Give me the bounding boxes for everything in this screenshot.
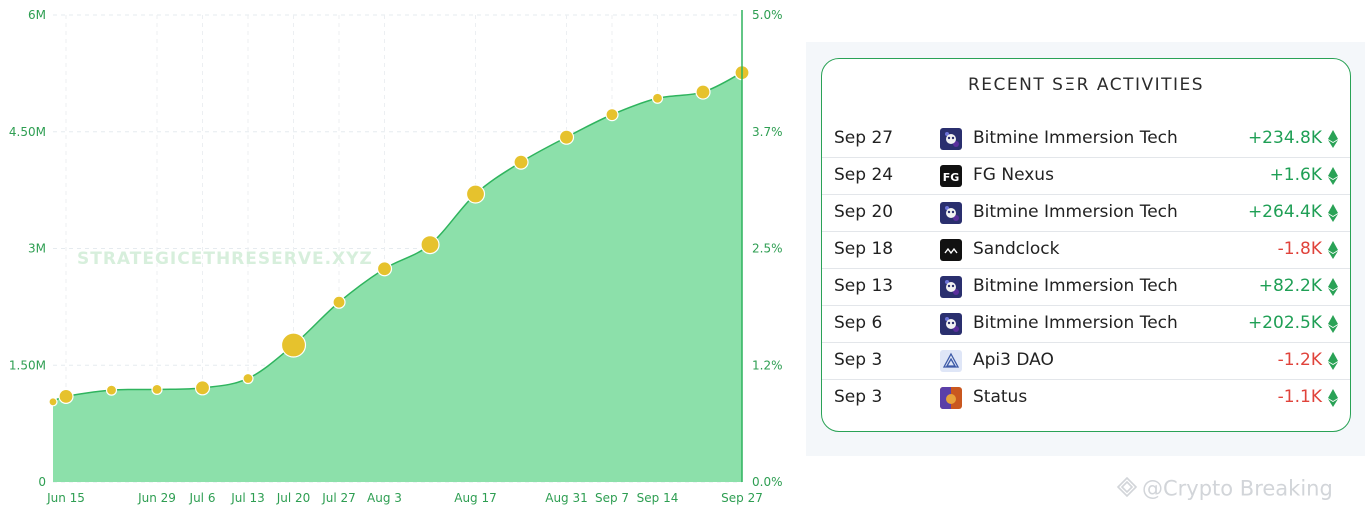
x-tick-label: Jun 15 (46, 491, 85, 505)
y-right-tick-label: 3.7% (752, 125, 783, 139)
status-icon (940, 387, 962, 409)
crypto-breaking-text: @Crypto Breaking (1142, 476, 1333, 501)
activity-date: Sep 6 (834, 313, 883, 333)
y-left-tick-label: 3M (28, 242, 46, 256)
data-point-bubble (151, 383, 163, 395)
crypto-breaking-logo-icon (1116, 476, 1138, 503)
bitmine-icon (940, 276, 962, 298)
ethereum-icon (1328, 167, 1338, 185)
x-tick-label: Sep 27 (721, 491, 763, 505)
activity-entity-name: Bitmine Immersion Tech (973, 128, 1178, 148)
data-point-bubble (48, 397, 58, 407)
activity-entity-name: Bitmine Immersion Tech (973, 313, 1178, 333)
data-point-bubble (280, 332, 307, 358)
chart-watermark: STRATEGICETHRESERVE.XYZ (77, 249, 373, 269)
activity-amount: +82.2K (1258, 276, 1322, 296)
data-point-bubble (513, 154, 529, 170)
activity-amount: +1.6K (1269, 165, 1322, 185)
data-point-bubble (58, 388, 74, 404)
x-tick-label: Aug 3 (367, 491, 402, 505)
bitmine-icon (940, 313, 962, 335)
ethereum-icon (1328, 352, 1338, 370)
activity-date: Sep 20 (834, 202, 894, 222)
ethereum-icon (1328, 241, 1338, 259)
y-right-tick-label: 0.0% (752, 475, 783, 489)
crypto-breaking-watermark: @Crypto Breaking (1116, 476, 1361, 502)
api3-icon (940, 350, 962, 372)
activity-row[interactable]: Sep 13 Bitmine Immersion Tech +82.2K (822, 269, 1350, 306)
y-left-tick-label: 6M (28, 8, 46, 22)
data-point-bubble (558, 129, 575, 145)
chart-axes: 0 0.0% 1.50M 1.2% 3M 2.5% 4.50M 3.7% 6M 5.0% Jun 1… (9, 8, 783, 505)
chart-area-series (52, 71, 743, 482)
x-tick-label: Jul 6 (189, 491, 216, 505)
activity-entity-name: FG Nexus (973, 165, 1054, 185)
y-right-tick-label: 1.2% (752, 358, 783, 372)
activity-date: Sep 24 (834, 165, 894, 185)
data-point-bubble (605, 108, 619, 122)
ethereum-icon (1328, 204, 1338, 222)
activity-row[interactable]: Sep 24 FG FG Nexus +1.6K (822, 158, 1350, 195)
activity-entity-name: Status (973, 387, 1028, 407)
activity-date: Sep 3 (834, 350, 883, 370)
data-point-bubble (242, 372, 254, 385)
x-tick-label: Aug 31 (545, 491, 588, 505)
y-left-tick-label: 4.50M (9, 125, 46, 139)
x-tick-label: Aug 17 (454, 491, 497, 505)
data-point-bubble (376, 261, 393, 277)
ethereum-icon (1328, 389, 1338, 407)
y-right-tick-label: 2.5% (752, 242, 783, 256)
activity-entity-name: Api3 DAO (973, 350, 1054, 370)
x-tick-label: Sep 7 (595, 491, 629, 505)
data-point-bubble (651, 92, 664, 104)
recent-activities-title: RECENT SΞR ACTIVITIES (967, 75, 1205, 95)
activity-row[interactable]: Sep 3 Status -1.1K (822, 380, 1350, 417)
activity-entity-name: Bitmine Immersion Tech (973, 202, 1178, 222)
activity-entity-name: Sandclock (973, 239, 1060, 259)
activity-amount: +264.4K (1247, 202, 1322, 222)
data-point-bubble (105, 384, 118, 396)
activity-amount: -1.1K (1277, 387, 1322, 407)
sandclock-icon (940, 239, 962, 261)
activity-amount: +202.5K (1247, 313, 1322, 333)
x-tick-label: Jul 20 (276, 491, 311, 505)
x-tick-label: Jun 29 (137, 491, 176, 505)
fg-nexus-icon: FG (940, 165, 962, 187)
activity-row[interactable]: Sep 27 Bitmine Immersion Tech +234.8K (822, 121, 1350, 158)
activity-date: Sep 27 (834, 128, 894, 148)
activity-date: Sep 18 (834, 239, 894, 259)
svg-text:FG: FG (943, 171, 960, 184)
holdings-area (53, 72, 742, 482)
activity-date: Sep 13 (834, 276, 894, 296)
ethereum-icon (1328, 278, 1338, 296)
activity-row[interactable]: Sep 18 Sandclock -1.8K (822, 232, 1350, 269)
recent-activities-card: RECENT SΞR ACTIVITIES Sep 27 Bitmine Imme… (821, 58, 1351, 432)
data-point-bubble (465, 184, 486, 204)
ethereum-icon (1328, 315, 1338, 333)
x-tick-label: Sep 14 (637, 491, 679, 505)
x-tick-label: Jul 13 (230, 491, 265, 505)
y-left-tick-label: 1.50M (9, 358, 46, 372)
activity-date: Sep 3 (834, 387, 883, 407)
activity-amount: -1.2K (1277, 350, 1322, 370)
chart-svg: STRATEGICETHRESERVE.XYZ 0 0.0% 1.50M 1.2% 3M… (9, 8, 783, 505)
activity-entity-name: Bitmine Immersion Tech (973, 276, 1178, 296)
data-point-bubble (420, 235, 440, 255)
holdings-chart: STRATEGICETHRESERVE.XYZ 0 0.0% 1.50M 1.2% 3M… (9, 8, 783, 505)
x-tick-label: Jul 27 (321, 491, 356, 505)
y-left-tick-label: 0 (38, 475, 46, 489)
activity-row[interactable]: Sep 20 Bitmine Immersion Tech +264.4K (822, 195, 1350, 232)
data-point-bubble (332, 295, 346, 309)
activity-amount: -1.8K (1277, 239, 1322, 259)
y-right-tick-label: 5.0% (752, 8, 783, 22)
bitmine-icon (940, 202, 962, 224)
bitmine-icon (940, 128, 962, 150)
ethereum-icon (1328, 130, 1338, 148)
activity-row[interactable]: Sep 6 Bitmine Immersion Tech +202.5K (822, 306, 1350, 343)
data-point-bubble (194, 380, 211, 396)
activity-amount: +234.8K (1247, 128, 1322, 148)
activity-row[interactable]: Sep 3 Api3 DAO -1.2K (822, 343, 1350, 380)
chart-bubbles (48, 64, 750, 407)
data-point-bubble (695, 84, 711, 100)
